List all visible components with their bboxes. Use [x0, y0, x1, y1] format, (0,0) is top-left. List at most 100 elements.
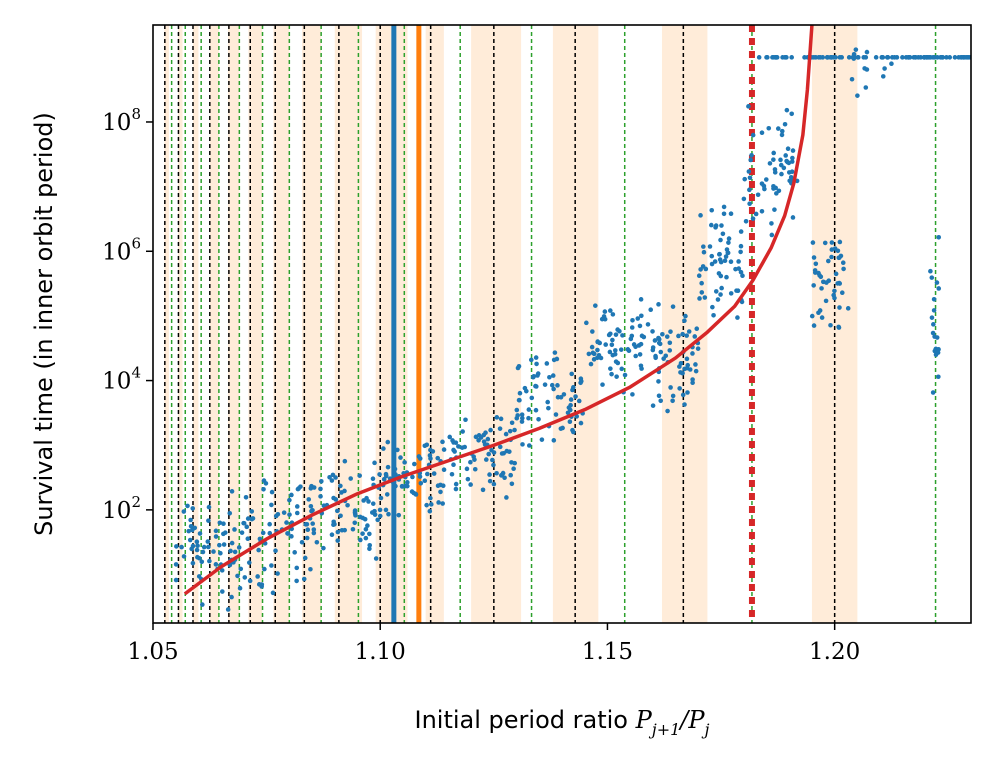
scatter-point	[504, 495, 509, 500]
scatter-point	[314, 539, 320, 545]
scatter-point	[399, 483, 405, 489]
scatter-point	[377, 507, 383, 513]
scatter-point	[755, 192, 761, 198]
resonance-band-7	[302, 25, 322, 623]
scatter-points	[173, 47, 971, 612]
scatter-point	[367, 531, 372, 537]
scatter-point	[578, 420, 584, 426]
scatter-point	[526, 443, 532, 448]
scatter-point	[839, 55, 845, 60]
scatter-point	[698, 213, 703, 218]
scatter-point	[422, 443, 428, 449]
scatter-point	[882, 66, 887, 71]
scatter-point	[772, 207, 777, 212]
scatter-point	[828, 322, 833, 328]
scatter-point	[533, 355, 539, 360]
scatter-point	[880, 74, 886, 79]
scatter-point	[668, 385, 673, 390]
scatter-point	[718, 237, 723, 243]
scatter-point	[507, 428, 513, 434]
scatter-point	[418, 480, 424, 486]
scatter-point	[225, 607, 231, 612]
scatter-point	[206, 504, 212, 510]
scatter-point	[637, 352, 643, 357]
scatter-point	[257, 536, 263, 542]
scatter-point	[811, 255, 817, 260]
scatter-point	[947, 55, 953, 60]
scatter-point	[819, 315, 825, 320]
scatter-point	[836, 324, 841, 330]
scatter-point	[267, 530, 273, 536]
scatter-point	[735, 315, 740, 320]
scatter-point	[348, 476, 354, 481]
scatter-point	[512, 427, 517, 433]
scatter-point	[750, 216, 756, 221]
scatter-point	[534, 361, 539, 367]
scatter-point	[702, 295, 708, 300]
scatter-point	[384, 492, 390, 497]
scatter-point	[486, 451, 491, 457]
scatter-point	[190, 506, 196, 511]
scatter-point	[636, 343, 642, 348]
scatter-point	[697, 296, 702, 301]
scatter-point	[332, 521, 337, 527]
scatter-point	[738, 249, 743, 255]
scatter-point	[747, 187, 752, 193]
scatter-point	[811, 55, 817, 60]
scatter-point	[665, 408, 670, 414]
scatter-point	[245, 516, 251, 521]
scatter-point	[817, 308, 823, 313]
scatter-point	[456, 444, 461, 449]
scatter-point	[259, 582, 265, 587]
scatter-point	[638, 363, 644, 369]
scatter-point	[261, 487, 266, 492]
scatter-point	[483, 457, 489, 462]
scatter-point	[747, 175, 753, 181]
scatter-point	[633, 353, 638, 359]
scatter-point	[464, 466, 470, 472]
scatter-point	[173, 562, 179, 567]
resonance-band-2	[192, 25, 199, 623]
scatter-point	[635, 316, 641, 321]
scatter-point	[756, 55, 762, 60]
scatter-point	[285, 531, 291, 536]
scatter-point	[542, 382, 548, 387]
scatter-point	[759, 208, 765, 214]
scatter-point	[699, 290, 705, 295]
scatter-point	[299, 539, 305, 545]
scatter-point	[308, 503, 314, 509]
scatter-point	[790, 215, 796, 220]
scatter-point	[763, 177, 769, 182]
scatter-point	[292, 550, 297, 555]
scatter-point	[381, 476, 387, 482]
scatter-point	[698, 267, 703, 272]
scatter-point	[345, 502, 350, 508]
scatter-point	[511, 466, 516, 472]
resonance-band-0	[164, 25, 169, 623]
scatter-point	[217, 520, 223, 526]
scatter-point	[428, 495, 433, 501]
scatter-point	[342, 488, 347, 494]
scatter-point	[833, 271, 839, 277]
scatter-point	[213, 528, 219, 534]
scatter-point	[269, 563, 274, 568]
scatter-point	[232, 527, 237, 532]
scatter-point	[491, 462, 496, 468]
scatter-point	[709, 253, 715, 259]
scatter-point	[179, 544, 184, 550]
scatter-point	[620, 333, 625, 338]
scatter-point	[735, 288, 741, 294]
scatter-point	[217, 542, 222, 548]
scatter-point	[748, 157, 754, 163]
scatter-point	[716, 271, 722, 276]
scatter-point	[370, 501, 376, 506]
scatter-point	[472, 457, 477, 462]
scatter-point	[614, 374, 619, 379]
scatter-point	[701, 244, 706, 249]
scatter-point	[701, 249, 707, 255]
scatter-point	[903, 55, 909, 60]
scatter-point	[684, 333, 689, 338]
scatter-point	[241, 520, 247, 526]
scatter-point	[440, 439, 445, 445]
